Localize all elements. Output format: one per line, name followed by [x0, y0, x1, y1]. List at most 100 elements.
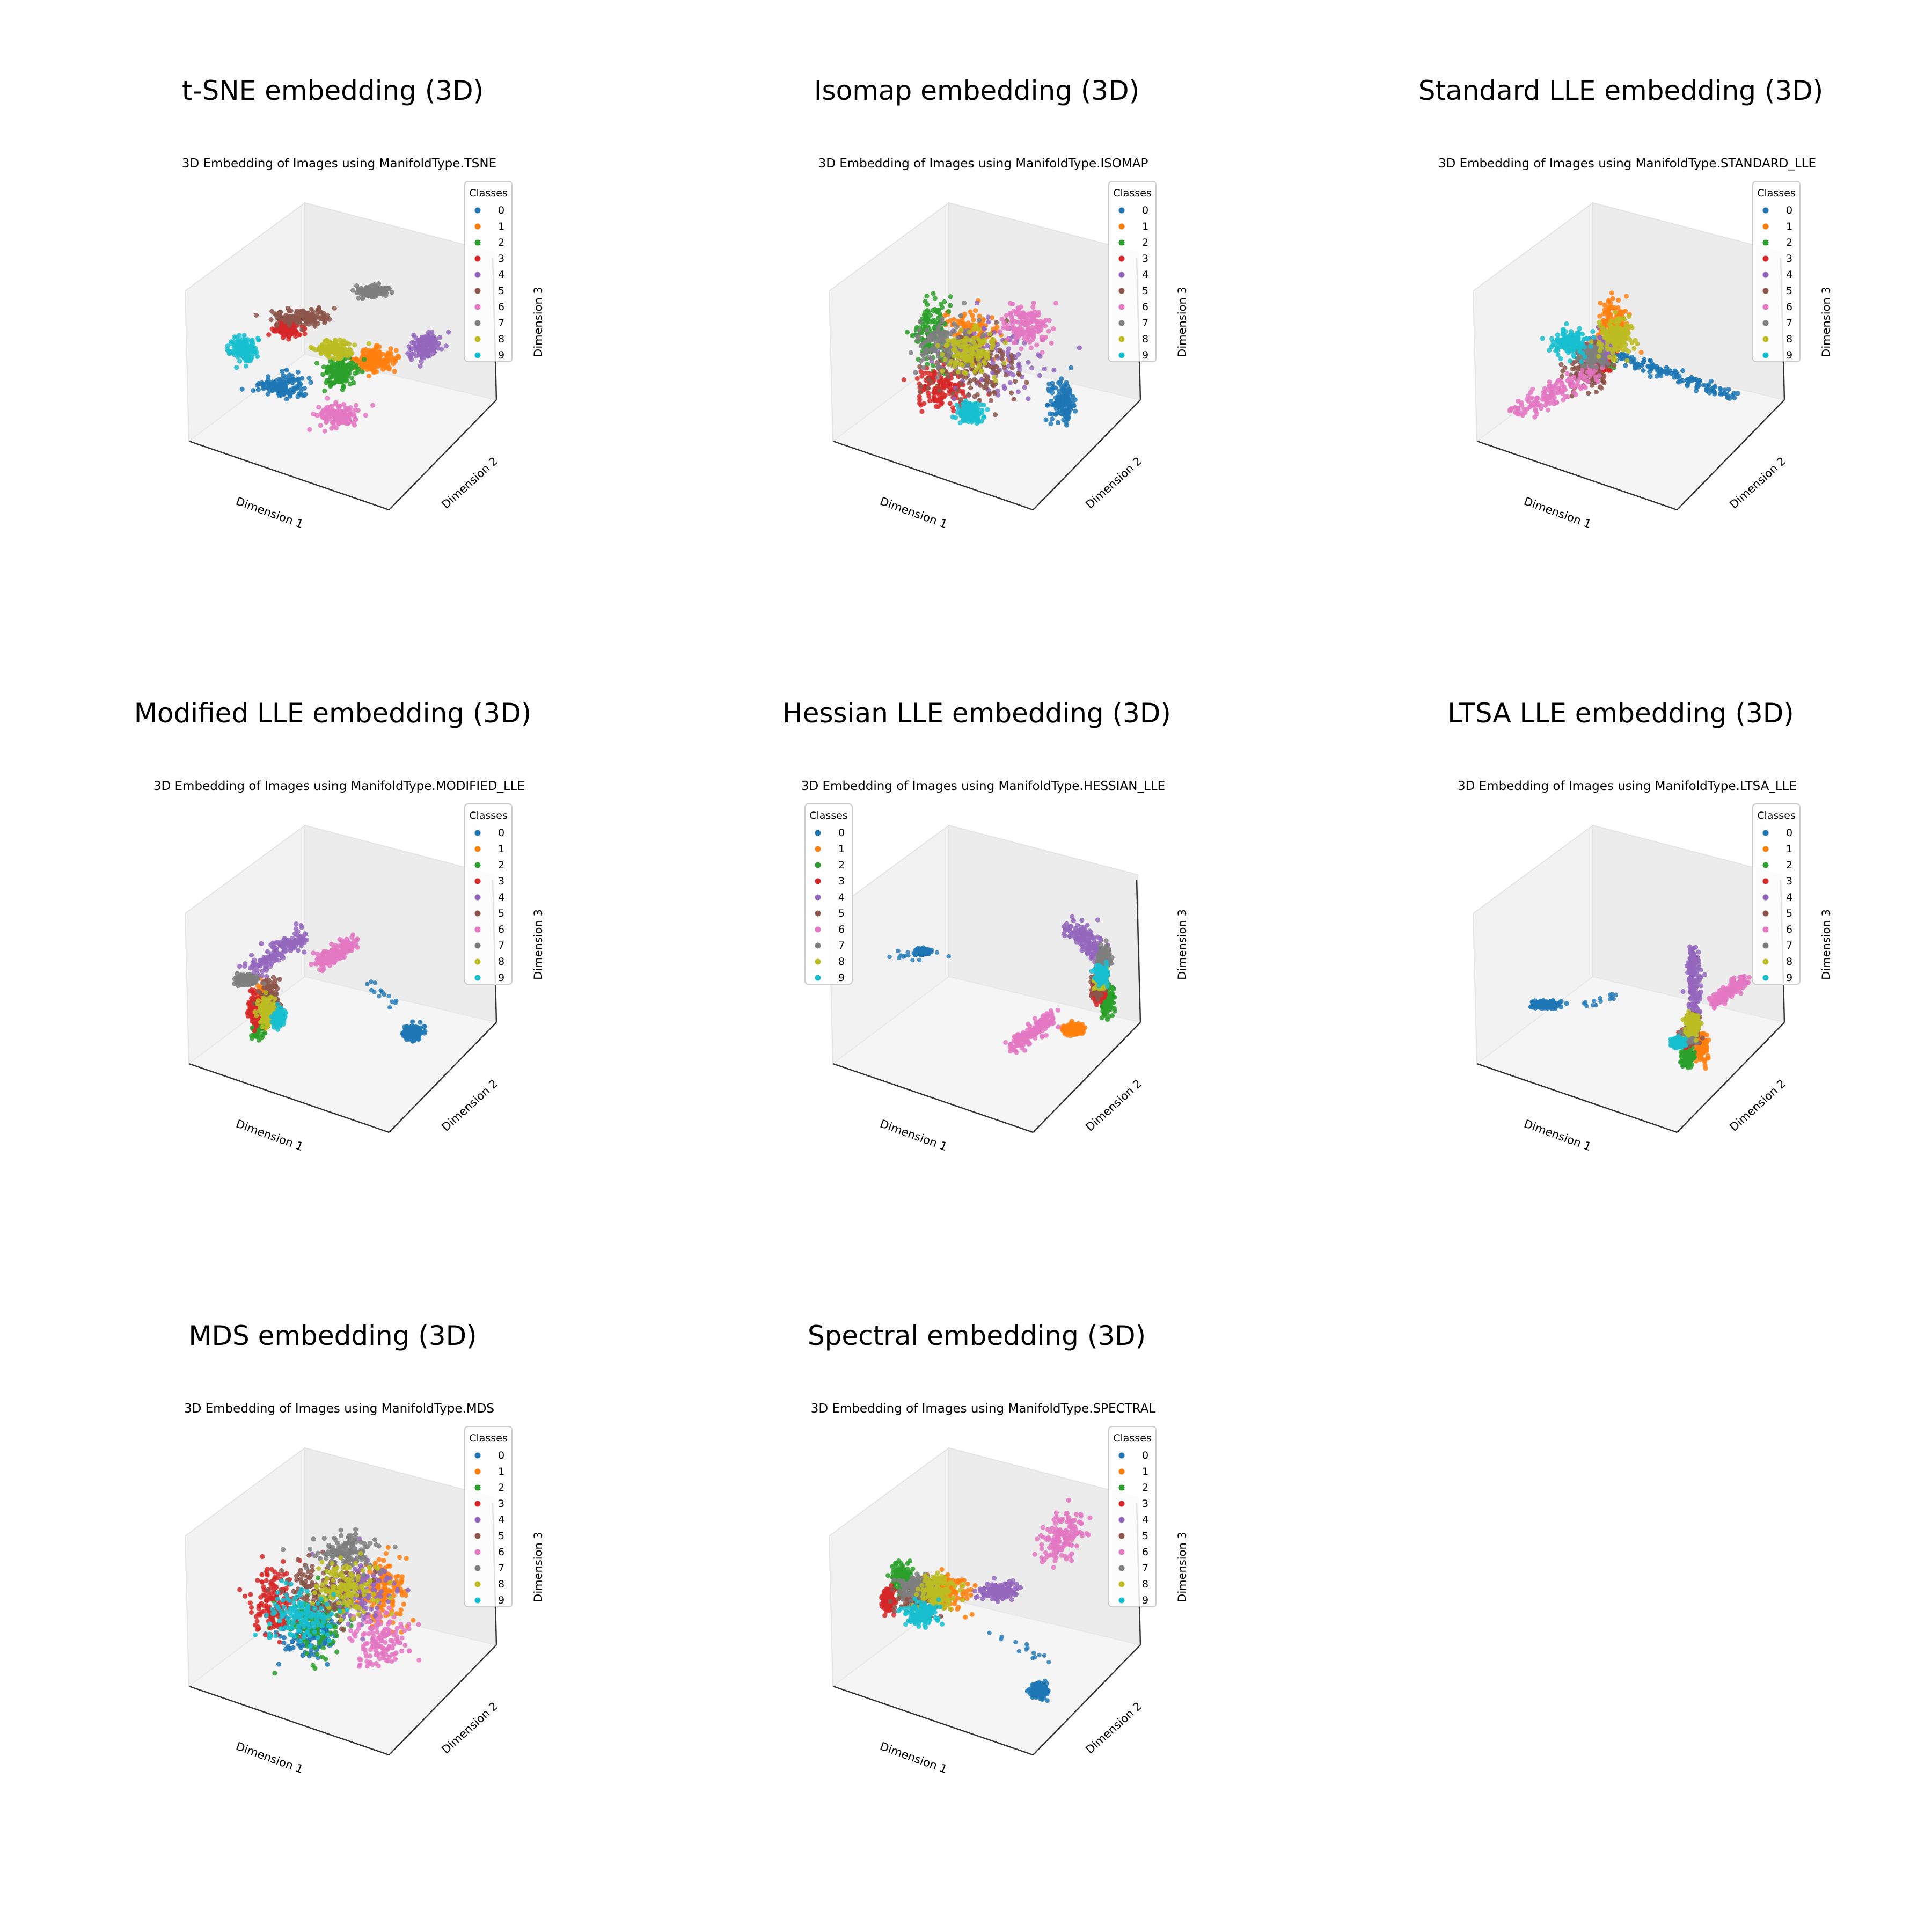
data-point: [1606, 298, 1612, 303]
data-point: [1558, 362, 1564, 367]
data-point: [1607, 354, 1612, 360]
data-point: [348, 405, 353, 411]
data-point: [999, 350, 1004, 355]
data-point: [229, 339, 234, 345]
data-point: [298, 943, 304, 949]
data-point: [1613, 310, 1618, 315]
data-point: [932, 346, 937, 351]
data-point: [382, 359, 387, 364]
data-point: [364, 291, 369, 297]
data-point: [1712, 391, 1717, 397]
data-point: [1646, 364, 1651, 369]
data-point: [1555, 332, 1561, 338]
data-point: [1053, 301, 1059, 306]
data-point: [1034, 342, 1040, 348]
data-point: [971, 340, 976, 345]
x-axis-label: Dimension 1: [234, 495, 305, 531]
legend-label: 7: [1786, 317, 1792, 329]
data-point: [339, 340, 345, 346]
data-point: [915, 333, 920, 339]
data-point: [374, 344, 379, 349]
data-point: [980, 332, 986, 338]
data-point: [1049, 398, 1054, 404]
data-point: [1641, 359, 1646, 364]
data-point: [1671, 375, 1677, 380]
data-point: [1020, 314, 1026, 320]
data-point: [333, 400, 339, 405]
data-point: [334, 347, 340, 353]
legend-label: 7: [498, 317, 504, 329]
data-point: [962, 301, 967, 306]
data-point: [918, 358, 924, 364]
data-point: [1571, 390, 1577, 396]
data-point: [935, 327, 941, 333]
data-point: [1575, 330, 1580, 335]
data-point: [1570, 343, 1576, 348]
data-point: [1564, 321, 1569, 327]
data-point: [1552, 395, 1557, 400]
data-point: [928, 372, 934, 378]
data-point: [1582, 354, 1587, 360]
series-0: [365, 979, 428, 1044]
data-point: [373, 357, 378, 363]
data-point: [935, 343, 941, 348]
data-point: [992, 391, 998, 396]
data-point: [1568, 336, 1574, 341]
data-point: [1571, 347, 1577, 352]
data-point: [1725, 395, 1730, 400]
data-point: [304, 315, 309, 320]
data-point: [350, 360, 355, 365]
data-point: [370, 402, 376, 408]
data-point: [1054, 399, 1059, 405]
data-point: [973, 308, 978, 313]
data-point: [322, 428, 327, 434]
data-point: [1024, 380, 1029, 385]
legend-marker: [1762, 255, 1769, 262]
y-axis-label: Dimension 2: [439, 455, 500, 511]
data-point: [1533, 408, 1538, 414]
data-point: [1597, 313, 1602, 319]
data-point: [1672, 368, 1678, 374]
data-point: [1031, 300, 1036, 306]
data-point: [1532, 414, 1538, 420]
data-point: [1018, 311, 1024, 316]
data-point: [1049, 390, 1055, 396]
data-point: [345, 353, 350, 358]
data-point: [935, 360, 940, 365]
data-point: [365, 982, 370, 987]
data-point: [314, 361, 320, 366]
data-point: [1694, 385, 1700, 390]
data-point: [1007, 380, 1013, 385]
y-axis-label: Dimension 2: [439, 1077, 500, 1134]
series-6: [1507, 357, 1605, 420]
data-point: [1042, 366, 1047, 372]
data-point: [1543, 393, 1548, 398]
data-point: [1043, 335, 1048, 340]
legend-marker: [1118, 272, 1125, 278]
data-point: [333, 426, 339, 431]
data-point: [379, 288, 385, 294]
data-point: [955, 387, 960, 393]
data-point: [918, 384, 924, 389]
data-point: [1594, 365, 1599, 370]
data-point: [971, 331, 977, 336]
data-point: [972, 323, 978, 328]
data-point: [1035, 329, 1041, 334]
legend-marker: [1762, 239, 1769, 246]
data-point: [926, 377, 931, 382]
data-point: [324, 419, 329, 425]
data-point: [987, 332, 992, 337]
data-point: [1689, 377, 1695, 382]
data-point: [1028, 345, 1034, 350]
data-point: [1621, 327, 1627, 332]
data-point: [1001, 320, 1007, 326]
data-point: [986, 319, 991, 325]
data-point: [1614, 336, 1620, 341]
data-point: [937, 388, 942, 393]
data-point: [1554, 400, 1560, 405]
data-point: [919, 409, 925, 414]
data-point: [982, 361, 987, 366]
data-point: [971, 317, 976, 323]
